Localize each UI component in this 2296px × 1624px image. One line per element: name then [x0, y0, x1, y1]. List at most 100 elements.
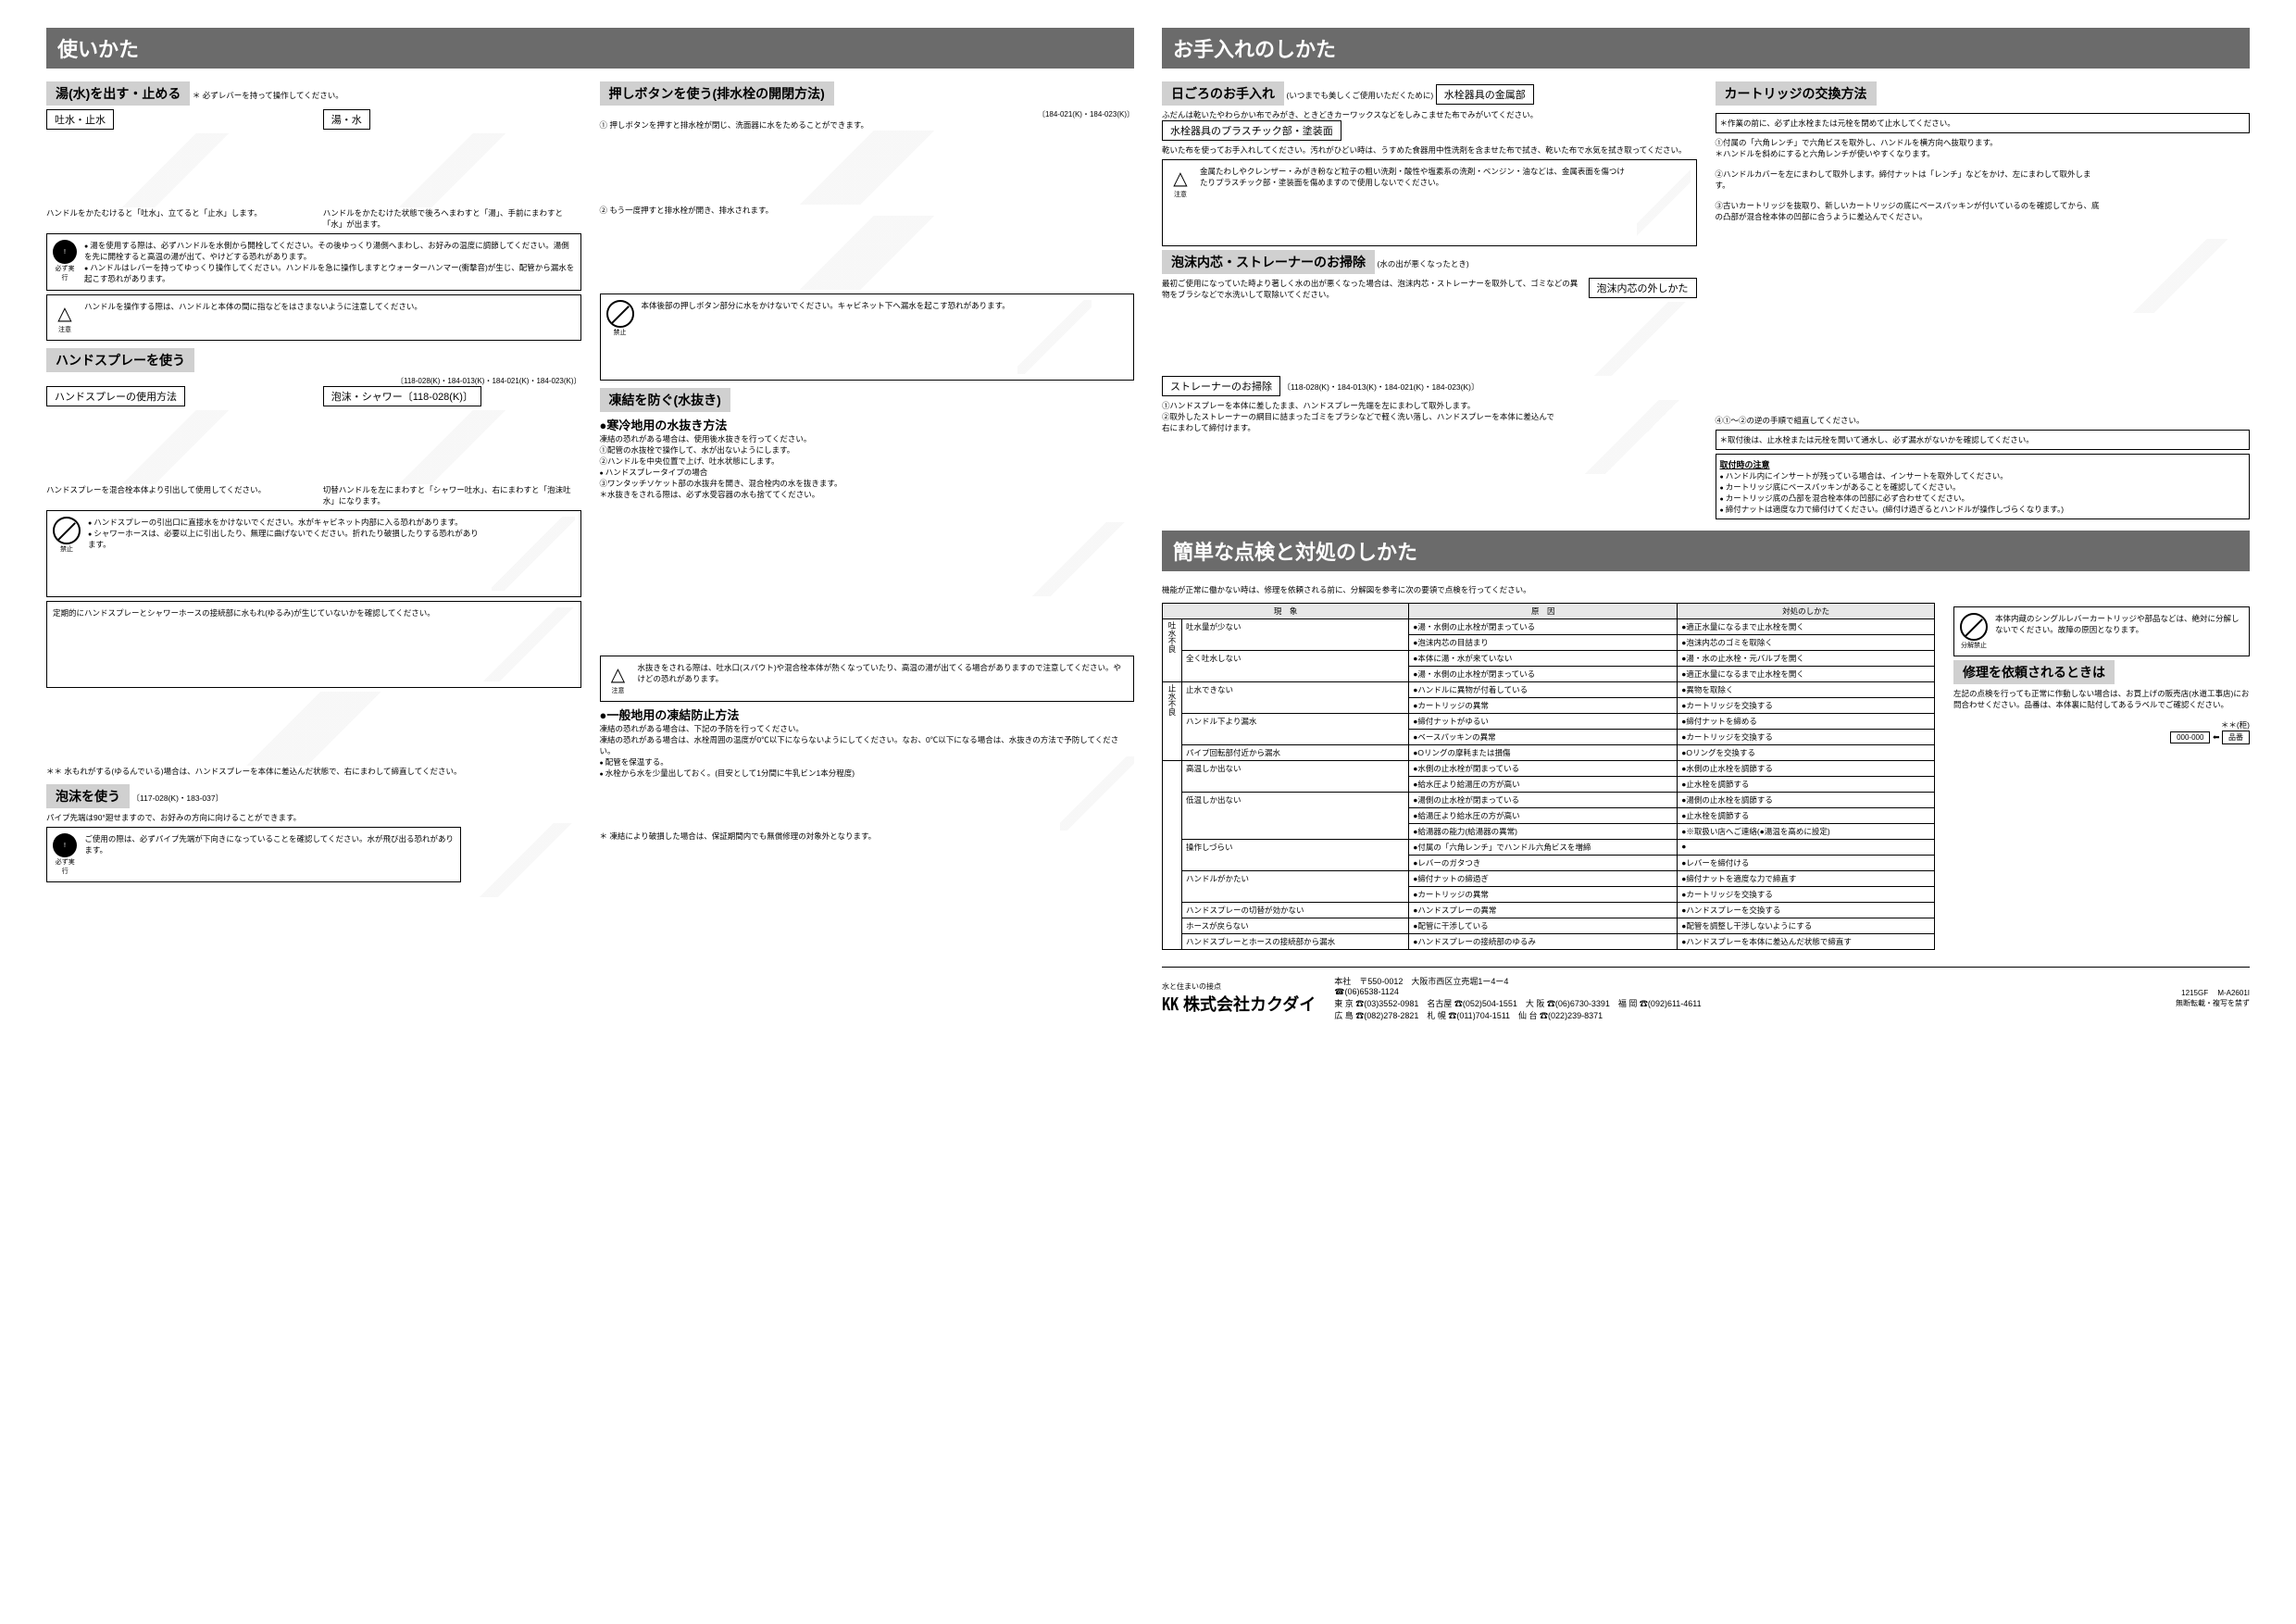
- table-cell: ●レバーのガタつき: [1409, 856, 1678, 871]
- trouble-intro: 機能が正常に働かない時は、修理を依頼される前に、分解図を参考に次の要領で点検を行…: [1162, 584, 2250, 595]
- table-cell: 低温しか出ない: [1182, 793, 1409, 840]
- subtitle-box: 吐水・止水: [46, 109, 114, 130]
- table-cell: ●泡沫内芯の目詰まり: [1409, 635, 1678, 651]
- section-title: 日ごろのお手入れ: [1162, 81, 1284, 106]
- step-text: ②ハンドルカバーを左にまわして取外します。締付ナットは「レンチ」などをかけ、左に…: [1716, 169, 2103, 191]
- step-text: ① 押しボタンを押すと排水栓が閉じ、洗面器に水をためることができます。: [600, 119, 1135, 131]
- table-cell: ●湯・水側の止水栓が閉まっている: [1409, 619, 1678, 635]
- tagline: 水と住まいの接点: [1162, 981, 1316, 992]
- model-note: 〔184-021(K)・184-023(K)〕: [600, 109, 1135, 119]
- main-header-trouble: 簡単な点検と対処のしかた: [1162, 531, 2250, 571]
- table-cell: ハンドルがかたい: [1182, 871, 1409, 903]
- star-note: ＊作業の前に、必ず止水栓または元栓を閉めて止水してください。: [1716, 113, 2251, 133]
- warning-text: ハンドルを操作する際は、ハンドルと本体の間に指などをはさまないように注意してくだ…: [84, 301, 422, 312]
- step-text: ③ワンタッチソケット部の水抜弁を開き、混合栓内の水を抜きます。: [600, 478, 1015, 489]
- list-item: 配管を保温する。: [600, 756, 1052, 768]
- sub-heading: ハンドスプレータイプの場合: [600, 467, 1015, 478]
- periodic-text: 定期的にハンドスプレーとシャワーホースの接続部に水もれ(ゆるみ)が生じていないか…: [53, 607, 475, 618]
- table-cell: パイプ回転部付近から漏水: [1182, 745, 1409, 761]
- table-header: 現 象: [1163, 604, 1409, 619]
- text: 凍結の恐れがある場合は、下記の予防を行ってください。: [600, 723, 1135, 734]
- table-cell: ●湯側の止水栓を調節する: [1678, 793, 1935, 808]
- table-cell: 操作しづらい: [1182, 840, 1409, 871]
- faucet-illustration: [46, 133, 305, 207]
- step-text: ＊水抜きをされる際は、必ず水受容器の水も捨ててください。: [600, 489, 1015, 500]
- table-cell: ●異物を取除く: [1678, 682, 1935, 698]
- table-cell: ●湯・水の止水栓・元バルブを開く: [1678, 651, 1935, 667]
- warning-text: 水抜きをされる際は、吐水口(スパウト)や混合栓本体が熱くなっていたり、高温の湯が…: [638, 662, 1129, 684]
- step-text: ③古いカートリッジを抜取り、新しいカートリッジの底にベースパッキンが付いているの…: [1716, 200, 2103, 222]
- table-cell: ●ハンドスプレーの接続部のゆるみ: [1409, 934, 1678, 950]
- table-cell: ●カートリッジの異常: [1409, 887, 1678, 903]
- table-cell: ●配管に干渉している: [1409, 918, 1678, 934]
- table-cell: ●湯・水側の止水栓が閉まっている: [1409, 667, 1678, 682]
- model-note: 〔118-028(K)・184-013(K)・184-021(K)・184-02…: [1283, 382, 1479, 392]
- table-cell: ●給湯圧より給水圧の方が高い: [1409, 808, 1678, 824]
- tighten-illustration: [482, 607, 575, 681]
- star-note: ＊ハンドルを斜めにすると六角レンチが使いやすくなります。: [1716, 148, 2103, 159]
- warning-item: ハンドルはレバーを持ってゆっくり操作してください。ハンドルを急に操作しますとウォ…: [84, 262, 575, 284]
- no-disassemble-icon: 分解禁止: [1960, 613, 1988, 650]
- text: ハンドルをかたむけた状態で後ろへまわすと「湯」、手前にまわすと「水」が出ます。: [323, 207, 581, 230]
- table-cell: ●Oリングの摩耗または損傷: [1409, 745, 1678, 761]
- note: (いつまでも美しくご使用いただくために): [1287, 91, 1434, 100]
- text: パイプ先端は90°廻せますので、お好みの方向に向けることができます。: [46, 812, 581, 823]
- step-text: ②取外したストレーナーの網目に詰まったゴミをブラシなどで軽く洗い落し、ハンドスプ…: [1162, 411, 1558, 433]
- subtitle-box: 水栓器具の金属部: [1436, 84, 1534, 105]
- caution-icon: 注意: [606, 662, 630, 695]
- section-title: カートリッジの交換方法: [1716, 81, 1877, 106]
- spray-illustration: [46, 410, 305, 484]
- subtitle-box: 水栓器具のプラスチック部・塗装面: [1162, 120, 1341, 141]
- model-note: 〔117-028(K)・183-037〕: [132, 793, 224, 803]
- main-header-care: お手入れのしかた: [1162, 28, 2250, 69]
- warning-text: 金属たわしやクレンザー・みがき粉など粒子の粗い洗剤・酸性や塩素系の洗剤・ベンジン…: [1200, 166, 1629, 188]
- step-text: ①ハンドスプレーを本体に差したまま、ハンドスプレー先端を左にまわして取外します。: [1162, 400, 1558, 411]
- drain-valve-illustration: [1023, 467, 1134, 652]
- part-code: 000-000: [2170, 731, 2210, 743]
- star-note: ＊ 凍結により破損した場合は、保証期間内でも無償修理の対象外となります。: [600, 831, 1135, 842]
- trouble-table: 現 象 原 因 対処のしかた 吐水不良吐水量が少ない●湯・水側の止水栓が閉まって…: [1162, 603, 1935, 950]
- prohibit-text: 本体後部の押しボタン部分に水をかけないでください。キャビネット下へ漏水を起こす恐…: [642, 300, 1010, 311]
- install-item: カートリッジ底の凸部を混合栓本体の凹部に必ず合わせてください。: [1720, 493, 2246, 504]
- company-logo: ㏍ 株式会社カクダイ: [1162, 992, 1316, 1016]
- section-title: 泡沫を使う: [46, 784, 130, 808]
- install-title: 取付時の注意: [1720, 458, 2246, 470]
- section-title: 湯(水)を出す・止める: [46, 81, 190, 106]
- table-cell: 高温しか出ない: [1182, 761, 1409, 793]
- section-title: 押しボタンを使う(排水栓の開閉方法): [600, 81, 834, 106]
- repair-text: 左記の点検を行っても正常に作動しない場合は、お買上げの販売店(水道工事店)にお問…: [1953, 688, 2250, 710]
- table-cell: ●適正水量になるまで止水栓を開く: [1678, 619, 1935, 635]
- table-cell: ●※取扱い店へご連絡(●湯温を高めに設定): [1678, 824, 1935, 840]
- table-cell: ●カートリッジを交換する: [1678, 730, 1935, 745]
- text: ふだんは乾いたやわらかい布でみがき、ときどきカーワックスなどをしみこませた布でみ…: [1162, 109, 1697, 120]
- step-text: ②ハンドルを中央位置で上げ、吐水状態にします。: [600, 456, 1135, 467]
- arrow-icon: ⬅: [2213, 732, 2220, 742]
- doc-code: 1215GF: [2181, 989, 2208, 997]
- note: ＊ 必ずレバーを持って操作してください。: [193, 91, 343, 100]
- text: ハンドルをかたむけると「吐水」、立てると「止水」します。: [46, 207, 305, 219]
- table-cell: ホースが戻らない: [1182, 918, 1409, 934]
- text: 乾いた布を使ってお手入れしてください。汚れがひどい時は、うすめた食器用中性洗剤を…: [1162, 144, 1697, 156]
- table-cell: ●付属の「六角レンチ」でハンドル六角ビスを増締: [1409, 840, 1678, 856]
- heading: 一般地用の凍結防止方法: [600, 706, 1135, 723]
- table-cell: ●止水栓を調節する: [1678, 777, 1935, 793]
- faucet-illustration: [323, 133, 581, 207]
- branch-line: 広 島 ☎(082)278-2821 札 幌 ☎(011)704-1511 仙 …: [1334, 1009, 1701, 1021]
- section-title: 泡沫内芯・ストレーナーのお掃除: [1162, 250, 1375, 274]
- table-cell: ●締付ナットを締める: [1678, 714, 1935, 730]
- subtitle-box: 湯・水: [323, 109, 370, 130]
- table-cell: ●ベースパッキンの異常: [1409, 730, 1678, 745]
- table-cell: ●締付ナットを適度な力で締直す: [1678, 871, 1935, 887]
- hose-x-illustration: [492, 517, 575, 591]
- text: ハンドスプレーを混合栓本体より引出して使用してください。: [46, 484, 305, 495]
- table-cell: 全く吐水しない: [1182, 651, 1409, 682]
- model-note: 〔118-028(K)・184-013(K)・184-021(K)・184-02…: [46, 376, 581, 386]
- table-cell: ●Oリングを交換する: [1678, 745, 1935, 761]
- caution-icon: 注意: [1168, 166, 1192, 199]
- table-cell: ●配管を調整し干渉しないようにする: [1678, 918, 1935, 934]
- prohibit-icon: 禁止: [53, 517, 81, 554]
- heading: 寒冷地用の水抜き方法: [600, 416, 1135, 433]
- table-cell: ●ハンドスプレーの異常: [1409, 903, 1678, 918]
- hq-address: 本社 〒550-0012 大阪市西区立売堀1ー4ー4: [1334, 975, 1701, 987]
- copyright: 無断転載・複写を禁ず: [2176, 999, 2250, 1007]
